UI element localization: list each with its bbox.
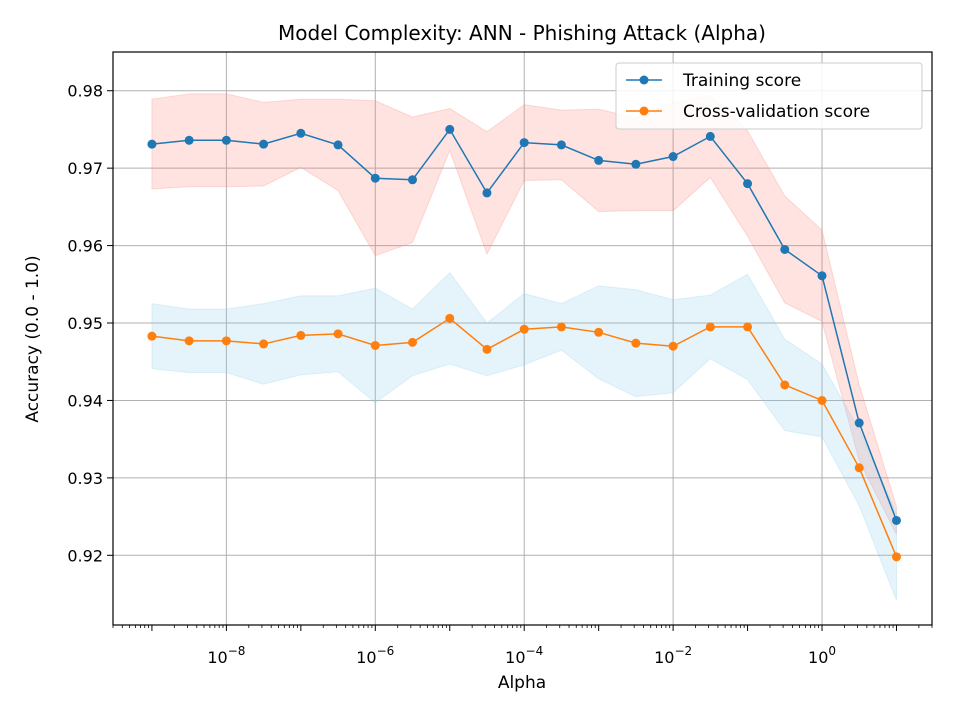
legend: Training score Cross-validation score [615,62,923,130]
legend-box [615,62,923,130]
point-series-1 [631,338,641,348]
point-series-1 [184,336,194,346]
y-tick-label: 0.95 [67,314,103,333]
point-series-1 [556,322,566,332]
point-series-0 [668,152,678,162]
grid [113,52,932,625]
point-series-1 [147,331,157,341]
point-series-1 [221,336,231,346]
series-lines [147,124,901,562]
point-series-0 [817,271,827,281]
x-tick-label: 10−6 [356,644,394,667]
point-series-0 [221,135,231,145]
axis-ticks: 10−8 10−6 10−4 10−2 100 0.92 0.93 0.94 0.95 0.96 0… [67,82,933,667]
point-series-0 [184,135,194,145]
point-series-0 [445,124,455,134]
y-tick-label: 0.94 [67,391,103,410]
x-tick-label: 10−2 [654,644,692,667]
point-series-1 [743,322,753,332]
point-series-1 [370,340,380,350]
legend-item-cross-validation: Cross-validation score [626,102,870,122]
point-series-0 [556,140,566,150]
y-tick-label: 0.97 [67,159,103,178]
point-series-1 [445,313,455,323]
point-series-0 [482,188,492,198]
y-tick-label: 0.93 [67,469,103,488]
point-series-1 [259,339,269,349]
x-axis-label: Alpha [498,673,546,693]
point-series-1 [705,322,715,332]
y-axis-label: Accuracy (0.0 - 1.0) [23,255,43,422]
point-series-1 [333,329,343,339]
point-series-1 [296,330,306,340]
point-series-0 [333,140,343,150]
point-series-0 [631,159,641,169]
point-series-1 [854,463,864,473]
y-tick-label: 0.92 [67,546,103,565]
point-series-1 [482,344,492,354]
point-series-0 [780,244,790,254]
point-series-0 [147,139,157,149]
y-tick-label: 0.98 [67,82,103,101]
point-series-1 [668,341,678,351]
point-series-1 [594,327,604,337]
point-series-1 [817,395,827,405]
point-series-1 [519,324,529,334]
point-series-1 [891,552,901,562]
point-series-0 [519,138,529,148]
point-series-0 [743,179,753,189]
x-tick-label: 10−4 [505,644,543,667]
point-series-0 [407,175,417,185]
point-series-0 [854,418,864,428]
point-series-0 [370,173,380,183]
point-series-1 [407,337,417,347]
y-tick-label: 0.96 [67,237,103,256]
point-series-0 [259,139,269,149]
point-series-1 [780,380,790,390]
point-series-0 [891,515,901,525]
plot-frame [112,51,933,626]
legend-item-training: Training score [626,71,801,91]
legend-label-cross-validation: Cross-validation score [683,102,870,122]
band-series-1 [151,271,897,601]
point-series-0 [296,128,306,138]
chart-title: Model Complexity: ANN - Phishing Attack … [278,21,766,45]
point-series-0 [705,131,715,141]
x-tick-label: 100 [808,644,836,667]
legend-label-training: Training score [682,71,801,91]
x-tick-label: 10−8 [207,644,245,667]
point-series-0 [594,155,604,165]
